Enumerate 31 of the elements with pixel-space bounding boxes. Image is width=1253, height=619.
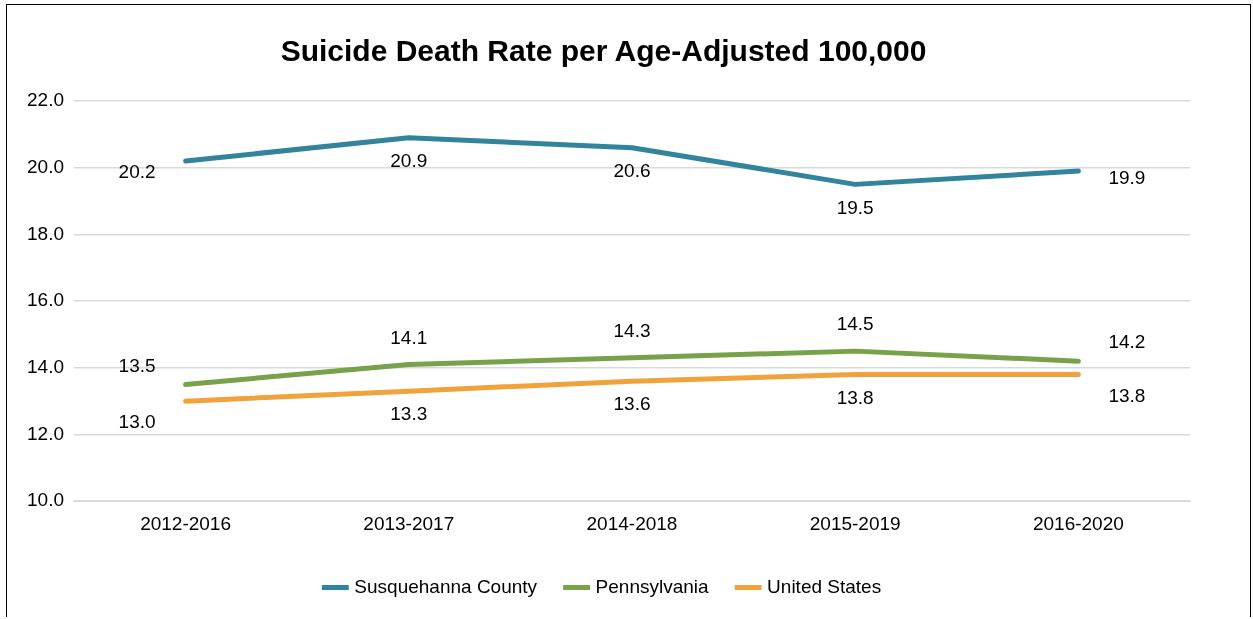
data-label: 20.9 [390,149,428,171]
y-tick-label: 22.0 [27,89,64,111]
data-label: 19.5 [836,196,874,218]
data-label: 20.6 [613,159,651,181]
x-tick-label: 2015-2019 [809,512,901,534]
y-tick-label: 14.0 [27,356,64,378]
x-tick-label: 2016-2020 [1032,512,1124,534]
data-label: 14.5 [836,313,874,335]
x-tick-label: 2014-2018 [586,512,678,534]
data-label: 13.0 [118,411,156,433]
data-label: 14.1 [390,326,428,348]
x-tick-label: 2012-2016 [140,512,232,534]
data-label: 20.2 [118,161,156,183]
y-tick-label: 16.0 [27,289,64,311]
data-label: 13.3 [390,403,428,425]
data-label: 19.9 [1108,167,1146,189]
data-label: 13.6 [613,393,651,415]
legend-label: United States [767,575,882,597]
chart-title: Suicide Death Rate per Age-Adjusted 100,000 [280,34,927,68]
legend-label: Susquehanna County [354,575,538,597]
data-label: 13.8 [836,386,874,408]
data-label: 13.8 [1108,384,1146,406]
y-tick-label: 10.0 [27,489,64,511]
legend-label: Pennsylvania [595,575,710,597]
data-label: 14.2 [1108,331,1146,353]
x-tick-label: 2013-2017 [363,512,455,534]
data-label: 14.3 [613,320,651,342]
data-label: 13.5 [118,354,156,376]
y-tick-label: 12.0 [27,422,64,444]
y-tick-label: 20.0 [27,155,64,177]
y-tick-label: 18.0 [27,222,64,244]
